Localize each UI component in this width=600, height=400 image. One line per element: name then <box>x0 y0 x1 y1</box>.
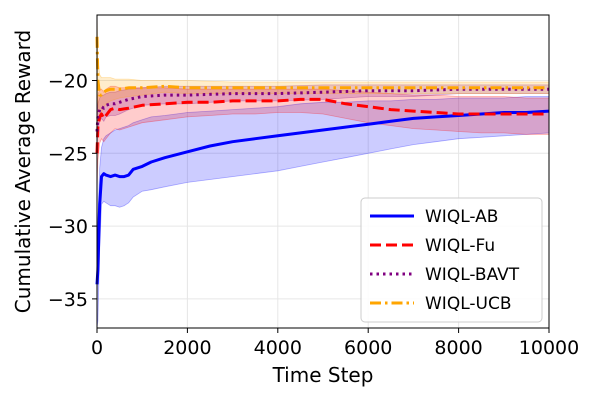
x-tick-label: 4000 <box>254 337 302 359</box>
x-axis-ticks: 0 2000 4000 6000 8000 10000 <box>91 328 579 359</box>
line-wiql-ab <box>95 109 550 285</box>
x-tick-label: 8000 <box>434 337 482 359</box>
line-wiql-bavt <box>95 87 549 132</box>
x-tick-label: 6000 <box>344 337 392 359</box>
legend-label-wiql-fu: WIQL-Fu <box>425 236 495 256</box>
legend-label-wiql-ab: WIQL-AB <box>425 207 498 227</box>
series-lines <box>95 36 550 285</box>
y-tick-label: −35 <box>48 289 88 311</box>
y-axis-label: Cumulative Average Reward <box>11 30 35 313</box>
y-tick-label: −20 <box>48 71 88 93</box>
legend-box <box>360 197 543 323</box>
plot-frame <box>96 14 550 329</box>
x-tick-label: 0 <box>91 337 103 359</box>
legend-label-wiql-bavt: WIQL-BAVT <box>425 265 520 285</box>
line-wiql-fu <box>95 97 549 154</box>
y-tick-label: −30 <box>48 216 88 238</box>
x-tick-label: 10000 <box>519 337 579 359</box>
x-tick-label: 2000 <box>163 337 211 359</box>
legend: WIQL-AB WIQL-Fu WIQL-BAVT WIQL-UCB <box>360 197 543 323</box>
legend-label-wiql-ucb: WIQL-UCB <box>425 294 512 314</box>
line-wiql-ucb <box>95 36 549 97</box>
y-tick-label: −25 <box>48 143 88 165</box>
x-axis-label: Time Step <box>272 363 374 387</box>
y-axis-ticks: −35 −30 −25 −20 <box>48 71 97 311</box>
